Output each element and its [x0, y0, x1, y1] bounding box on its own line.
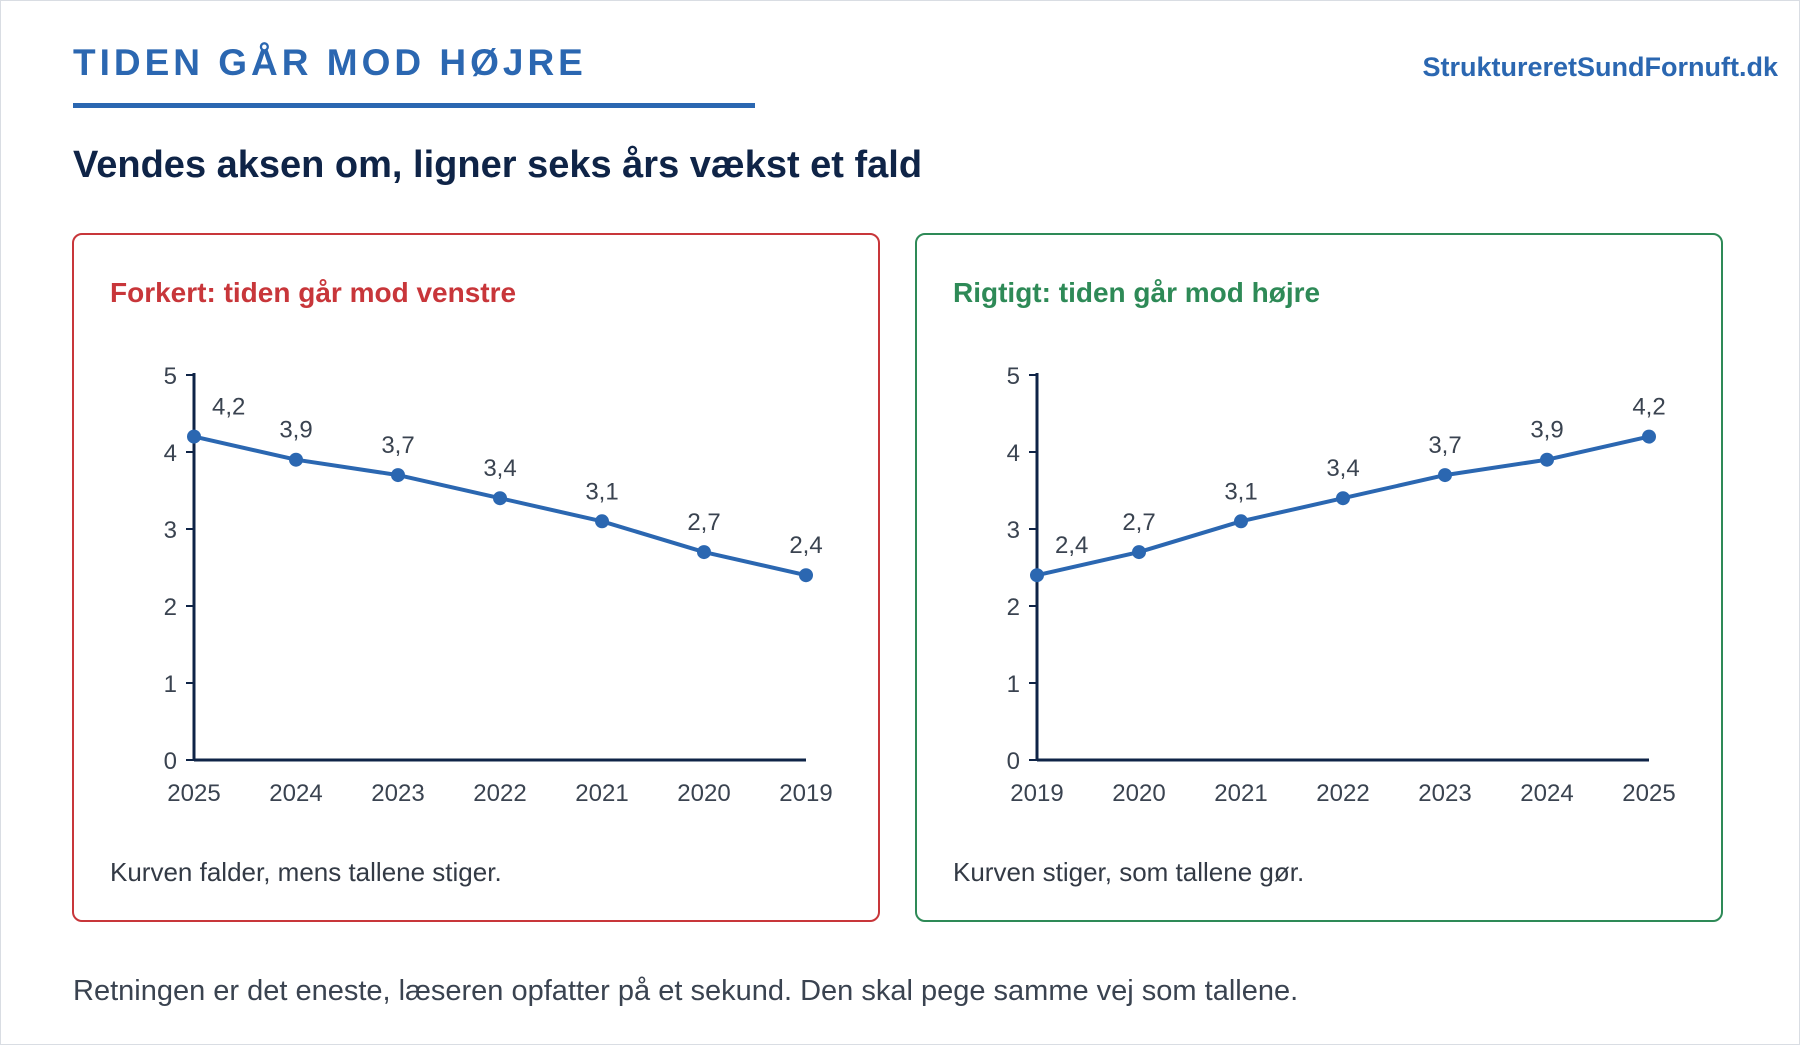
data-label: 3,1	[585, 478, 618, 505]
data-label: 2,7	[1122, 509, 1155, 536]
y-tick-label: 0	[164, 748, 177, 775]
site-link[interactable]: StruktureretSundFornuft.dk	[1422, 52, 1779, 82]
panel-wrong-note: Kurven falder, mens tallene stiger.	[110, 857, 502, 887]
data-label: 2,7	[687, 509, 720, 536]
x-tick-label: 2023	[371, 780, 424, 807]
data-label: 3,9	[1530, 417, 1563, 444]
x-tick-label: 2025	[1622, 780, 1675, 807]
x-tick-label: 2022	[473, 780, 526, 807]
panel-right-note: Kurven stiger, som tallene gør.	[953, 857, 1305, 887]
panel-wrong-title: Forkert: tiden går mod venstre	[110, 277, 517, 308]
kicker-underline	[73, 103, 755, 108]
data-point	[1132, 545, 1146, 560]
y-tick-label: 1	[1007, 671, 1020, 698]
data-point	[697, 545, 711, 560]
y-tick-label: 5	[1007, 363, 1020, 390]
data-label: 3,4	[483, 455, 516, 482]
x-tick-label: 2020	[1112, 780, 1165, 807]
y-tick-label: 3	[1007, 517, 1020, 544]
y-tick-label: 0	[1007, 748, 1020, 775]
panel-wrong: Forkert: tiden går mod venstre 0 1 2 3 4 5 202…	[72, 233, 880, 922]
data-point	[1336, 491, 1350, 506]
data-point	[1234, 514, 1248, 529]
data-point	[1030, 568, 1044, 583]
data-label: 2,4	[1055, 532, 1088, 559]
y-tick-label: 4	[1007, 440, 1020, 467]
y-tick-label: 4	[164, 440, 177, 467]
x-tick-label: 2024	[269, 780, 322, 807]
data-label: 3,7	[381, 432, 414, 459]
x-tick-label: 2019	[779, 780, 832, 807]
data-point	[1540, 452, 1554, 467]
x-tick-label: 2019	[1010, 780, 1063, 807]
chart-wrong: 0 1 2 3 4 5 2025 2024 2023 2022 2021 2020 2019 4,2 3,9…	[164, 363, 833, 807]
data-label: 2,4	[789, 532, 822, 559]
x-tick-label: 2024	[1520, 780, 1573, 807]
y-tick-label: 1	[164, 671, 177, 698]
footer-text: Retningen er det eneste, læseren opfatte…	[73, 975, 1299, 1007]
x-tick-label: 2021	[575, 780, 628, 807]
data-point	[187, 429, 201, 444]
data-point	[799, 568, 813, 583]
x-tick-label: 2025	[167, 780, 220, 807]
data-label: 4,2	[212, 394, 245, 421]
data-point	[1642, 429, 1656, 444]
y-tick-label: 2	[1007, 594, 1020, 621]
data-label: 3,1	[1224, 478, 1257, 505]
x-tick-label: 2023	[1418, 780, 1471, 807]
kicker-title: TIDEN GÅR MOD HØJRE	[73, 42, 587, 83]
y-tick-label: 3	[164, 517, 177, 544]
chart-right: 0 1 2 3 4 5 2019 2020 2021 2022 2023 2024 2025 2,4 2,7…	[1007, 363, 1676, 807]
data-point	[1438, 468, 1452, 483]
data-point	[493, 491, 507, 506]
panel-right: Rigtigt: tiden går mod højre 0 1 2 3 4 5 2019 2…	[915, 233, 1723, 922]
data-label: 3,9	[279, 417, 312, 444]
y-tick-label: 5	[164, 363, 177, 390]
x-tick-label: 2022	[1316, 780, 1369, 807]
x-tick-label: 2021	[1214, 780, 1267, 807]
data-point	[595, 514, 609, 529]
panel-right-title: Rigtigt: tiden går mod højre	[953, 277, 1321, 308]
x-tick-label: 2020	[677, 780, 730, 807]
data-point	[289, 452, 303, 467]
headline: Vendes aksen om, ligner seks års vækst e…	[73, 144, 923, 186]
data-label: 3,4	[1326, 455, 1359, 482]
y-tick-label: 2	[164, 594, 177, 621]
data-point	[391, 468, 405, 483]
data-label: 4,2	[1632, 394, 1665, 421]
data-label: 3,7	[1428, 432, 1461, 459]
